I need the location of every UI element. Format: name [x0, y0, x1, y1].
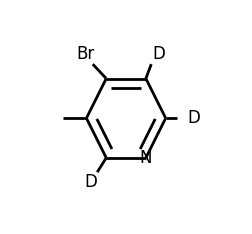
Text: D: D	[186, 109, 199, 127]
Text: D: D	[84, 173, 97, 191]
Text: N: N	[139, 149, 151, 167]
Text: D: D	[151, 45, 164, 63]
Text: Br: Br	[76, 45, 94, 63]
